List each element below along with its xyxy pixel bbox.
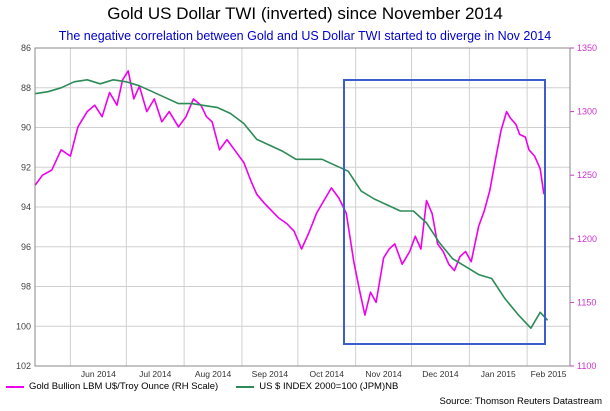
left-tick-label: 96 — [21, 242, 31, 252]
series-lines — [34, 70, 549, 330]
series-line-usd-index — [34, 79, 549, 330]
left-tick-label: 102 — [16, 361, 31, 371]
left-tick-label: 100 — [16, 321, 31, 331]
legend-item-gold: Gold Bullion LBM U$/Troy Ounce (RH Scale… — [6, 381, 218, 392]
source-note: Source: Thomson Reuters Datastream — [439, 396, 602, 407]
legend-swatch-usd — [236, 385, 255, 388]
right-tick-label: 1250 — [577, 170, 597, 180]
legend: Gold Bullion LBM U$/Troy Ounce (RH Scale… — [6, 381, 398, 392]
x-tick-label: Aug 2014 — [195, 369, 232, 379]
highlight-box — [343, 79, 546, 345]
left-tick-label: 98 — [21, 282, 31, 292]
x-tick-label: Feb 2015 — [531, 369, 567, 379]
legend-label-gold: Gold Bullion LBM U$/Troy Ounce (RH Scale… — [29, 381, 219, 392]
plot-frame — [34, 47, 571, 367]
series-line-gold — [34, 70, 545, 316]
right-tick-label: 1200 — [577, 234, 597, 244]
right-tick-label: 1100 — [577, 361, 596, 371]
gridlines — [35, 47, 570, 367]
left-tick-label: 86 — [21, 43, 31, 53]
left-tick-label: 88 — [21, 83, 31, 93]
right-tick-label: 1300 — [577, 107, 597, 117]
x-tick-label: Jun 2014 — [81, 369, 116, 379]
right-tick-label: 1350 — [577, 43, 597, 53]
left-tick-label: 94 — [21, 202, 31, 212]
chart-title: Gold US Dollar TWI (inverted) since Nove… — [107, 4, 503, 23]
legend-swatch-gold — [6, 385, 24, 388]
x-tick-label: Dec 2014 — [422, 369, 459, 379]
legend-label-usd: US $ INDEX 2000=100 (JPM)NB — [259, 381, 399, 392]
x-tick-label: Oct 2014 — [309, 369, 344, 379]
x-tick-label: Jul 2014 — [139, 369, 171, 379]
x-tick-label: Jan 2015 — [481, 369, 516, 379]
chart-subtitle: The negative correlation between Gold an… — [58, 29, 552, 43]
axis-ticks: 86 88 90 92 94 96 98 100 102 1350 1300 1250 1200 1150… — [16, 43, 597, 379]
x-tick-label: Nov 2014 — [365, 369, 402, 379]
left-tick-label: 90 — [21, 123, 31, 133]
right-tick-label: 1150 — [577, 297, 596, 307]
x-tick-label: Sep 2014 — [252, 369, 289, 379]
left-tick-label: 92 — [21, 162, 31, 172]
legend-item-usd: US $ INDEX 2000=100 (JPM)NB — [236, 381, 398, 392]
